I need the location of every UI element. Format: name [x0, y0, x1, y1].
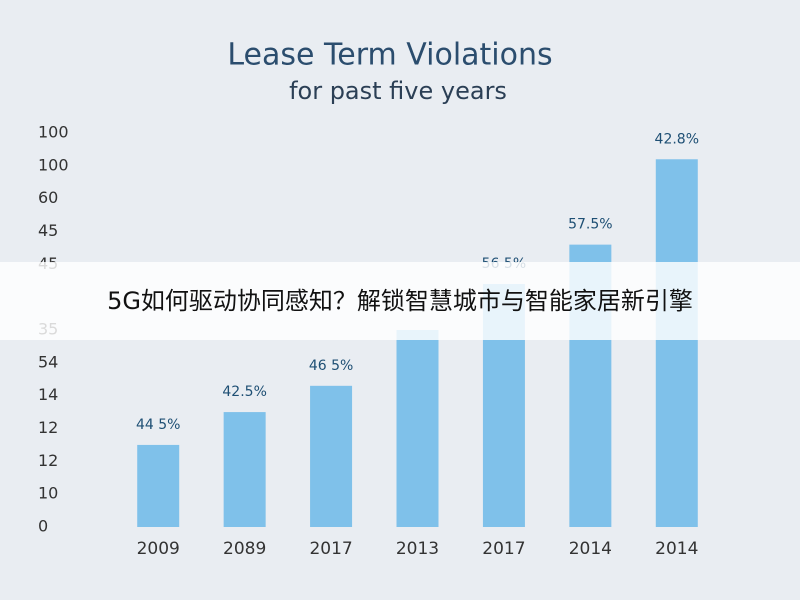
bar	[310, 385, 353, 527]
banner-text: 5G如何驱动协同感知？解锁智慧城市与智能家居新引擎	[107, 287, 693, 315]
chart-title: Lease Term Violations	[227, 38, 552, 73]
y-tick-label: 12	[38, 451, 58, 470]
y-tick-label: 45	[38, 221, 58, 240]
x-tick-label: 2017	[482, 539, 525, 559]
bar	[137, 444, 180, 527]
y-tick-label: 12	[38, 418, 58, 437]
y-tick-label: 0	[38, 517, 48, 536]
y-tick-label: 14	[38, 385, 58, 404]
data-label: 46 5%	[309, 358, 353, 374]
bar	[655, 159, 698, 527]
x-tick-label: 2017	[309, 539, 352, 559]
x-tick-label: 2014	[569, 539, 612, 559]
x-tick-label: 2009	[137, 539, 180, 559]
y-tick-label: 100	[38, 123, 69, 142]
x-tick-label: 2089	[223, 539, 266, 559]
data-label: 42.8%	[655, 131, 699, 147]
overlay: 5G如何驱动协同感知？解锁智慧城市与智能家居新引擎	[0, 262, 800, 340]
data-label: 44 5%	[136, 417, 180, 433]
bar	[223, 412, 266, 527]
chart-subtitle: for past five years	[289, 77, 507, 105]
bar	[396, 330, 439, 527]
y-tick-label: 60	[38, 188, 58, 207]
y-tick-label: 100	[38, 155, 69, 174]
banner-background	[0, 262, 800, 340]
data-label: 57.5%	[568, 217, 612, 233]
y-tick-label: 10	[38, 484, 58, 503]
data-label: 42.5%	[222, 384, 266, 400]
x-tick-label: 2014	[655, 539, 698, 559]
x-tick-label: 2013	[396, 539, 439, 559]
y-tick-label: 54	[38, 352, 58, 371]
